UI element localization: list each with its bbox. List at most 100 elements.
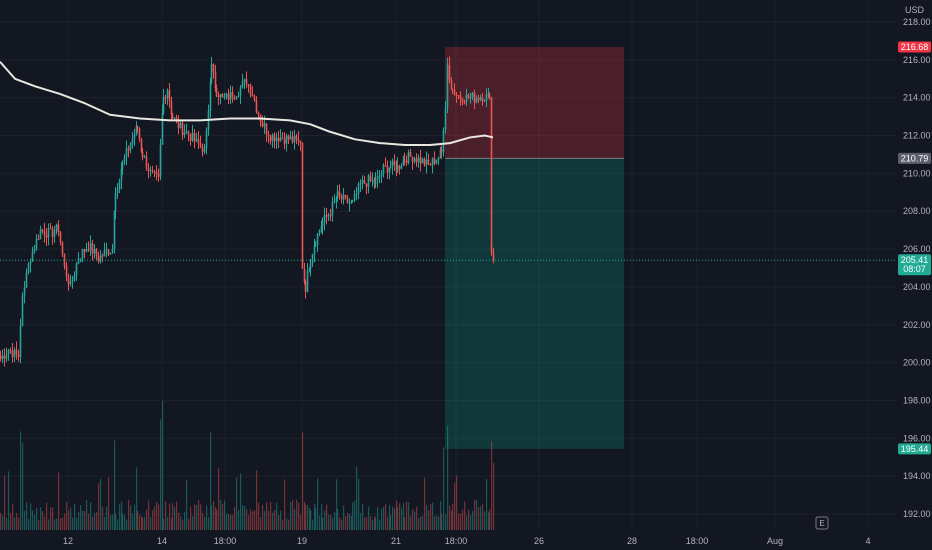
volume-bar [218, 468, 220, 530]
candle-body [113, 211, 116, 250]
volume-bar [436, 515, 438, 530]
volume-bar [141, 516, 143, 530]
candle-body [210, 64, 213, 82]
volume-bar [210, 432, 212, 530]
candle-body [487, 93, 490, 95]
candle-body [350, 201, 353, 203]
candle-body [101, 255, 104, 257]
take-profit-price: 195.44 [901, 444, 929, 454]
volume-bar [478, 507, 480, 530]
volume-bar [305, 504, 307, 530]
volume-bar [158, 504, 160, 530]
last-price-tag[interactable]: 205.41 08:07 [898, 254, 931, 276]
volume-bar [480, 506, 482, 530]
volume-bar [162, 400, 164, 530]
candle-body [483, 100, 486, 102]
volume-bar [169, 503, 171, 530]
candle-body [45, 235, 48, 238]
volume-bar [94, 512, 96, 530]
entry-tag[interactable]: 210.79 [898, 152, 931, 164]
take-profit-tag[interactable]: 195.44 [898, 443, 931, 455]
candle-body [327, 214, 330, 217]
candle-body [93, 248, 96, 254]
candle-body [157, 174, 160, 177]
volume-bar [20, 431, 22, 530]
volume-bar [347, 512, 349, 530]
candle-body [103, 249, 106, 256]
volume-bar [2, 515, 4, 530]
candle-body [221, 94, 224, 98]
candle-body [371, 180, 374, 182]
candle-body [109, 252, 112, 255]
volume-bar [466, 515, 468, 530]
volume-bar [430, 504, 432, 530]
candle-body [229, 92, 232, 100]
candle-body [25, 272, 28, 288]
volume-bar [260, 517, 262, 530]
volume-bar [370, 516, 372, 530]
volume-bar [78, 511, 80, 530]
candle-body [427, 159, 430, 165]
time-tick-label: 18:00 [686, 536, 709, 546]
volume-bar [309, 508, 311, 530]
volume-bar [278, 515, 280, 530]
volume-bar [392, 506, 394, 530]
volume-bar [134, 504, 136, 530]
volume-bar [379, 519, 381, 530]
volume-bar [343, 505, 345, 530]
candle-body [388, 167, 391, 173]
candle-body [41, 229, 44, 232]
volume-bar [16, 513, 18, 530]
candle-body [453, 90, 456, 95]
short-position-tool[interactable] [445, 46, 624, 449]
volume-bar [337, 508, 339, 530]
candle-body [459, 95, 462, 99]
candle-body [306, 271, 309, 292]
candle-body [151, 170, 154, 172]
volume-bar [222, 503, 224, 530]
volume-bar [441, 513, 443, 530]
candle-body [309, 263, 312, 269]
volume-bar [328, 514, 330, 530]
volume-bar [178, 512, 180, 530]
candle-body [287, 135, 290, 140]
candle-body [391, 160, 394, 167]
bar-countdown: 08:07 [903, 264, 926, 274]
volume-bar [32, 510, 34, 530]
candle-body [277, 137, 280, 142]
volume-bar [98, 483, 100, 530]
candle-body [162, 97, 165, 113]
time-tick-label: 12 [63, 536, 73, 546]
candle-body [185, 131, 188, 133]
earnings-marker[interactable]: E [815, 516, 829, 530]
volume-bar [416, 506, 418, 530]
moving-average-path [0, 61, 494, 146]
volume-bar [176, 501, 178, 530]
time-tick-label: Aug [767, 536, 783, 546]
candle-body [411, 156, 414, 162]
candle-body [209, 81, 212, 111]
candle-body [120, 168, 123, 182]
candle-body [17, 354, 20, 357]
volume-bar [319, 515, 321, 530]
candle-body [257, 112, 260, 115]
volume-bar [438, 516, 440, 530]
volume-bar [4, 475, 6, 530]
volume-bar [458, 513, 460, 530]
candle-body [419, 157, 422, 164]
candle-body [346, 197, 349, 204]
volume-bar [224, 500, 226, 530]
volume-bar [403, 502, 405, 530]
volume-bar [46, 502, 48, 530]
candle-body [91, 243, 94, 254]
candle-body [382, 165, 385, 174]
stop-loss-tag[interactable]: 216.68 [898, 41, 931, 53]
candle-body [275, 137, 278, 141]
volume-bar [146, 509, 148, 530]
candle-body [440, 149, 443, 153]
candle-body [479, 97, 482, 100]
candle-body [333, 200, 336, 203]
candle-body [217, 95, 220, 98]
